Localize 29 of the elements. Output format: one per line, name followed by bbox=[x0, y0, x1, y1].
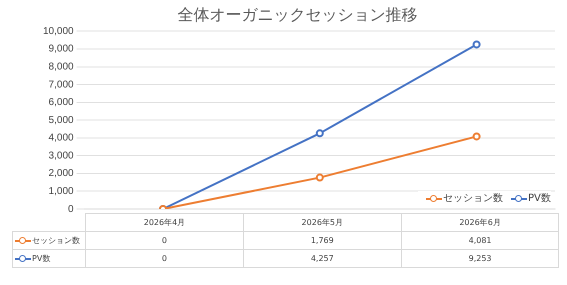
data-label: 1,769 bbox=[243, 232, 402, 250]
point bbox=[472, 40, 481, 48]
y-tick-label: 7,000 bbox=[48, 79, 74, 90]
y-tick-label: 4,000 bbox=[48, 132, 74, 144]
data-label: 4,257 bbox=[243, 250, 402, 268]
y-tick-label: 9,000 bbox=[48, 44, 74, 55]
data-label: 4,081 bbox=[401, 232, 559, 250]
point bbox=[316, 129, 324, 138]
x-tick-label: 2026年4月 bbox=[86, 214, 244, 232]
legend-label: PV数 bbox=[527, 192, 551, 205]
text: セッション数 bbox=[32, 236, 80, 245]
y-tick-label: 6,000 bbox=[48, 97, 74, 108]
legend-label: セッション数 bbox=[442, 192, 503, 205]
data-label: 0 bbox=[86, 250, 244, 268]
y-tick-label: 5,000 bbox=[48, 114, 74, 126]
y-tick-label: 2,000 bbox=[48, 168, 74, 180]
x-tick-label: 2026年5月 bbox=[243, 214, 402, 232]
y-tick-label: 10,000 bbox=[42, 26, 74, 37]
y-tick-label: 0 bbox=[68, 204, 74, 215]
point bbox=[316, 174, 324, 182]
data-label: 0 bbox=[86, 232, 244, 250]
text: PV数 bbox=[32, 254, 50, 263]
y-tick-label: 8,000 bbox=[48, 62, 74, 73]
x-tick-label: 2026年6月 bbox=[401, 214, 559, 232]
y-tick-label: 1,000 bbox=[48, 186, 74, 197]
chart-title: 全体オーガニックセッション推移 bbox=[178, 4, 418, 24]
y-tick-label: 3,000 bbox=[48, 150, 74, 162]
data-label: 9,253 bbox=[401, 250, 559, 268]
point bbox=[472, 132, 481, 140]
